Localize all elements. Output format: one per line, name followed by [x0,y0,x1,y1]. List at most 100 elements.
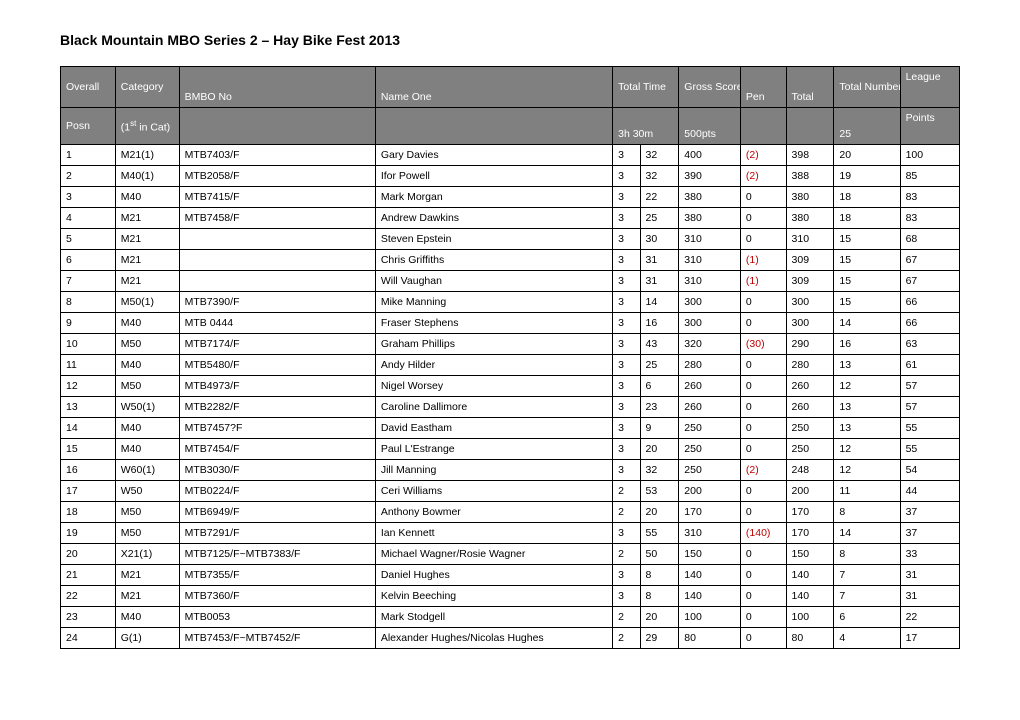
cell-pen: 0 [740,313,786,334]
cell-total: 280 [786,355,834,376]
cell-category: M50 [115,376,179,397]
cell-time-m: 53 [640,481,679,502]
cell-controls: 16 [834,334,900,355]
cell-name: Ifor Powell [375,166,612,187]
cell-time-h: 3 [613,418,640,439]
cell-pen: (1) [740,250,786,271]
table-row: 11M40MTB5480/FAndy Hilder32528002801361 [61,355,960,376]
table-row: 5M21Steven Epstein33031003101568 [61,229,960,250]
cell-posn: 15 [61,439,116,460]
table-row: 20X21(1)MTB7125/F~MTB7383/FMichael Wagne… [61,544,960,565]
cell-league: 37 [900,502,959,523]
cell-league: 66 [900,292,959,313]
cell-bmbo-no [179,229,375,250]
cell-posn: 2 [61,166,116,187]
table-row: 7M21Will Vaughan331310(1)3091567 [61,271,960,292]
cell-controls: 14 [834,523,900,544]
cell-controls: 18 [834,208,900,229]
cell-league: 67 [900,271,959,292]
cell-category: M21 [115,586,179,607]
cell-total: 290 [786,334,834,355]
cell-time-h: 3 [613,145,640,166]
cell-time-m: 55 [640,523,679,544]
cell-time-h: 3 [613,313,640,334]
cell-posn: 18 [61,502,116,523]
cell-time-m: 50 [640,544,679,565]
cell-pen: 0 [740,208,786,229]
cell-pen: (2) [740,145,786,166]
cell-time-m: 32 [640,166,679,187]
cell-bmbo-no [179,250,375,271]
cell-league: 61 [900,355,959,376]
table-row: 3M40MTB7415/FMark Morgan32238003801883 [61,187,960,208]
cell-time-h: 2 [613,544,640,565]
cell-pen: 0 [740,481,786,502]
cell-bmbo-no: MTB4973/F [179,376,375,397]
cell-pen: (30) [740,334,786,355]
cell-time-h: 3 [613,271,640,292]
cell-posn: 4 [61,208,116,229]
results-table: Overall Category BMBO No Name One Total … [60,66,960,649]
cell-pen: 0 [740,376,786,397]
cell-posn: 14 [61,418,116,439]
th-max-ctrls: 25 [834,108,900,145]
cell-pen: 0 [740,544,786,565]
th-time: Total Time [613,67,679,108]
cell-controls: 13 [834,397,900,418]
cell-time-m: 32 [640,145,679,166]
cell-gross: 300 [679,313,741,334]
cell-gross: 140 [679,586,741,607]
th-bmbo: BMBO No [179,67,375,108]
th-name: Name One [375,67,612,108]
th-time-limit: 3h 30m [613,108,679,145]
cell-time-h: 2 [613,628,640,649]
cell-name: Mark Morgan [375,187,612,208]
cell-category: M50 [115,334,179,355]
cell-total: 380 [786,187,834,208]
cell-pen: 0 [740,355,786,376]
cell-pen: 0 [740,418,786,439]
cell-league: 55 [900,418,959,439]
th-cat-note: (1st in Cat) [115,108,179,145]
cell-bmbo-no: MTB7454/F [179,439,375,460]
cell-league: 67 [900,250,959,271]
cell-bmbo-no: MTB6949/F [179,502,375,523]
cell-posn: 6 [61,250,116,271]
cell-bmbo-no [179,271,375,292]
cell-league: 57 [900,376,959,397]
cell-controls: 8 [834,502,900,523]
cell-name: Nigel Worsey [375,376,612,397]
cell-pen: 0 [740,229,786,250]
cell-league: 83 [900,208,959,229]
cell-category: W50(1) [115,397,179,418]
cell-time-m: 25 [640,208,679,229]
cell-gross: 400 [679,145,741,166]
th-empty-1 [179,108,375,145]
table-row: 12M50MTB4973/FNigel Worsey3626002601257 [61,376,960,397]
th-gross: Gross Score [679,67,741,108]
cell-bmbo-no: MTB7390/F [179,292,375,313]
cell-time-h: 2 [613,502,640,523]
cell-total: 310 [786,229,834,250]
cell-time-m: 31 [640,250,679,271]
table-row: 1M21(1)MTB7403/FGary Davies332400(2)3982… [61,145,960,166]
cell-time-h: 3 [613,208,640,229]
th-league-points: Points [900,108,959,145]
table-row: 21M21MTB7355/FDaniel Hughes381400140731 [61,565,960,586]
cell-time-h: 3 [613,460,640,481]
cell-category: M40 [115,355,179,376]
table-row: 17W50MTB0224/FCeri Williams2532000200114… [61,481,960,502]
cell-bmbo-no: MTB7458/F [179,208,375,229]
cell-gross: 200 [679,481,741,502]
cell-name: Gary Davies [375,145,612,166]
table-row: 18M50MTB6949/FAnthony Bowmer220170017083… [61,502,960,523]
th-overall: Overall [61,67,116,108]
cell-time-m: 16 [640,313,679,334]
cell-time-m: 8 [640,586,679,607]
th-league: League [900,67,959,108]
cell-bmbo-no: MTB7360/F [179,586,375,607]
cell-controls: 12 [834,376,900,397]
cell-total: 380 [786,208,834,229]
cell-name: Chris Griffiths [375,250,612,271]
cell-total: 150 [786,544,834,565]
